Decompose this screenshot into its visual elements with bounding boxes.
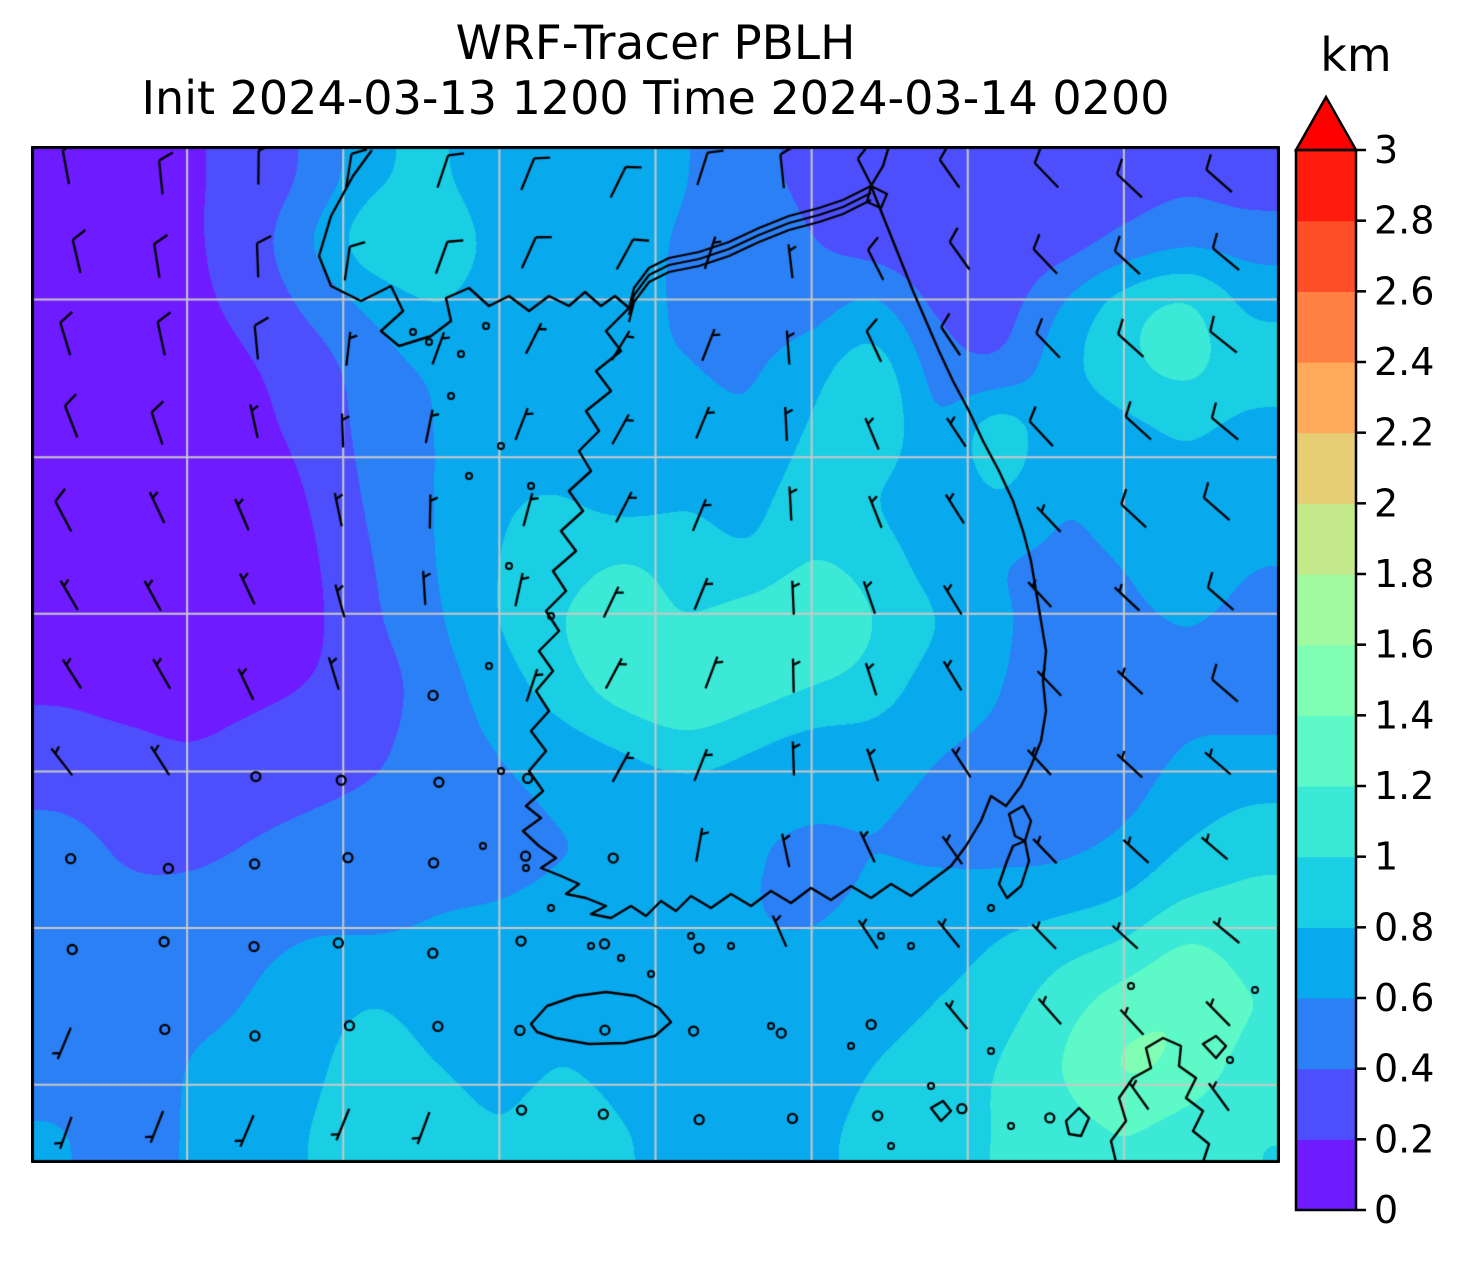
colorbar-segment [1296, 715, 1356, 787]
plot-title: WRF-Tracer PBLH [455, 16, 856, 71]
colorbar-tick-label: 0.2 [1374, 1117, 1434, 1161]
colorbar-tick-label: 3 [1374, 128, 1398, 172]
colorbar-tick-label: 2.2 [1374, 411, 1434, 455]
title-block: WRF-Tracer PBLH Init 2024-03-13 1200 Tim… [31, 16, 1280, 126]
colorbar-segment [1296, 644, 1356, 716]
colorbar-unit-label: km [1320, 28, 1392, 82]
colorbar-segment [1296, 998, 1356, 1070]
colorbar-segment [1296, 291, 1356, 363]
map-canvas [31, 146, 1280, 1163]
colorbar-tick-label: 0.6 [1374, 976, 1434, 1020]
colorbar-tick-label: 0 [1374, 1188, 1398, 1232]
colorbar-segment [1296, 503, 1356, 575]
colorbar-tick-label: 2.8 [1374, 199, 1434, 243]
colorbar-segment [1296, 574, 1356, 646]
colorbar-tick-label: 0.4 [1374, 1047, 1434, 1091]
colorbar-segment [1296, 1139, 1356, 1211]
colorbar-tick-label: 1.4 [1374, 693, 1434, 737]
colorbar-segment [1296, 150, 1356, 222]
colorbar-segment [1296, 432, 1356, 504]
colorbar-outline [1294, 148, 1358, 1212]
colorbar-segment [1296, 856, 1356, 928]
colorbar-tick-label: 1.8 [1374, 552, 1434, 596]
colorbar-tick-label: 0.8 [1374, 905, 1434, 949]
colorbar-tick-label: 2 [1374, 481, 1398, 525]
colorbar: 0 0.2 0.4 0.6 0.8 1 1.2 1.4 1.6 1.8 2 2.2 2.4 2.6 2.8 3 [1293, 94, 1434, 1232]
colorbar-segment [1296, 220, 1356, 292]
colorbar-tick-label: 1 [1374, 835, 1398, 879]
colorbar-segment [1296, 786, 1356, 858]
colorbar-segment [1296, 1068, 1356, 1140]
colorbar-segment [1296, 362, 1356, 434]
colorbar-tick-label: 2.4 [1374, 340, 1434, 384]
colorbar-tick-label: 1.6 [1374, 623, 1434, 667]
colorbar-extend-arrow [1293, 94, 1359, 152]
colorbar-segment [1296, 927, 1356, 999]
plot-subtitle: Init 2024-03-13 1200 Time 2024-03-14 020… [141, 71, 1170, 126]
colorbar-tick-label: 1.2 [1374, 764, 1434, 808]
colorbar-tick-label: 2.6 [1374, 269, 1434, 313]
